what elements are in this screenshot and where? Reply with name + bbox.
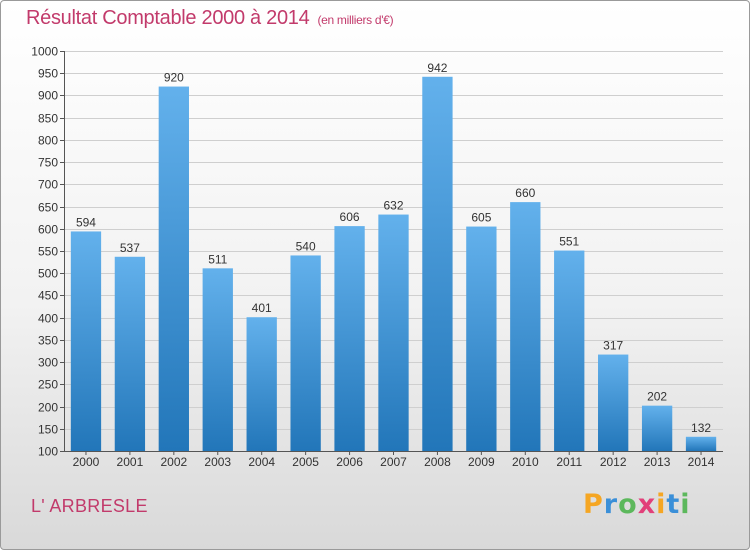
bar-2012[interactable] <box>598 354 629 451</box>
x-tick-label-2008: 2008 <box>424 455 451 469</box>
data-label-2012: 317 <box>603 339 623 353</box>
x-tick-label-2001: 2001 <box>117 455 144 469</box>
bar-2001[interactable] <box>114 256 146 451</box>
bar-2008[interactable] <box>422 76 453 452</box>
logo-letter: t <box>666 489 681 520</box>
bar-2004[interactable] <box>246 317 277 451</box>
data-label-2009: 605 <box>471 211 491 225</box>
bar-2006[interactable] <box>334 226 365 451</box>
y-tick-label: 900 <box>38 89 58 103</box>
logo-letter: r <box>603 489 619 520</box>
y-tick-label: 650 <box>38 201 58 215</box>
data-label-2003: 511 <box>208 252 227 266</box>
y-tick-label: 250 <box>38 378 58 392</box>
label-layer: 594 537 920 511 401 540 606 632 942 605 660 551 317 2… <box>76 61 711 435</box>
x-tick-label-2010: 2010 <box>512 455 539 469</box>
y-tick-label: 450 <box>38 289 58 303</box>
data-label-2001: 537 <box>120 241 140 255</box>
y-tick-label: 550 <box>38 245 58 259</box>
data-label-2010: 660 <box>515 186 535 200</box>
bar-2002[interactable] <box>158 86 189 452</box>
data-label-2007: 632 <box>383 199 403 213</box>
x-tick-label-2000: 2000 <box>73 455 100 469</box>
y-tick-label: 400 <box>38 312 58 326</box>
bar-layer <box>70 76 717 452</box>
y-tick-label: 500 <box>38 267 58 281</box>
x-tick-label-2014: 2014 <box>688 455 715 469</box>
logo-letter: i <box>680 489 691 520</box>
y-tick-label: 200 <box>38 401 58 415</box>
data-label-2004: 401 <box>252 301 272 315</box>
x-tick-label-2004: 2004 <box>248 455 275 469</box>
x-tick-label-2012: 2012 <box>600 455 627 469</box>
chart-title-main: Résultat Comptable 2000 à 2014 <box>26 7 310 29</box>
y-tick-label: 300 <box>38 356 58 370</box>
logo-letter: i <box>656 489 667 520</box>
y-tick-label: 150 <box>38 423 58 437</box>
y-tick-label: 600 <box>38 223 58 237</box>
bar-2007[interactable] <box>378 214 409 451</box>
y-tick-label: 700 <box>38 178 58 192</box>
data-label-2008: 942 <box>427 61 447 75</box>
bar-2014[interactable] <box>685 436 717 451</box>
y-tick-label: 950 <box>38 67 58 81</box>
y-tick-label: 1000 <box>31 45 58 59</box>
bar-2013[interactable] <box>641 405 673 451</box>
bar-2003[interactable] <box>202 268 233 451</box>
bar-2005[interactable] <box>290 255 321 451</box>
chart-title: Résultat Comptable 2000 à 2014 (en millie… <box>26 7 394 30</box>
data-label-2013: 202 <box>647 390 667 404</box>
logo-letter: x <box>637 489 657 520</box>
y-tick-label: 850 <box>38 112 58 126</box>
data-label-2014: 132 <box>691 421 711 435</box>
commune-name: L' ARBRESLE <box>31 496 148 516</box>
proxiti-logo[interactable]: Proxiti <box>583 489 691 520</box>
x-tick-label-2003: 2003 <box>204 455 231 469</box>
x-tick-label-2006: 2006 <box>336 455 363 469</box>
x-tick-label-2013: 2013 <box>644 455 671 469</box>
x-tick-label-2009: 2009 <box>468 455 495 469</box>
data-label-2005: 540 <box>296 239 316 253</box>
bar-2009[interactable] <box>466 226 497 451</box>
axis-layer: 100 150 200 250 300 350 400 450 500 550 600 650 700 7… <box>31 45 723 469</box>
data-label-2002: 920 <box>164 71 184 85</box>
data-label-2000: 594 <box>76 215 96 229</box>
bar-2000[interactable] <box>70 231 102 451</box>
x-tick-label-2005: 2005 <box>292 455 319 469</box>
y-tick-label: 100 <box>38 445 58 459</box>
chart-subtitle: (en milliers d'€) <box>317 13 394 27</box>
logo-letter: o <box>618 489 638 520</box>
logo-letter: P <box>583 489 604 520</box>
bar-2011[interactable] <box>554 250 585 451</box>
bar-2010[interactable] <box>510 202 541 451</box>
y-tick-label: 350 <box>38 334 58 348</box>
data-label-2011: 551 <box>559 235 579 249</box>
x-tick-label-2007: 2007 <box>380 455 407 469</box>
x-tick-label-2011: 2011 <box>556 455 582 469</box>
y-tick-label: 750 <box>38 156 58 170</box>
x-tick-label-2002: 2002 <box>160 455 187 469</box>
y-tick-label: 800 <box>38 134 58 148</box>
data-label-2006: 606 <box>340 210 360 224</box>
